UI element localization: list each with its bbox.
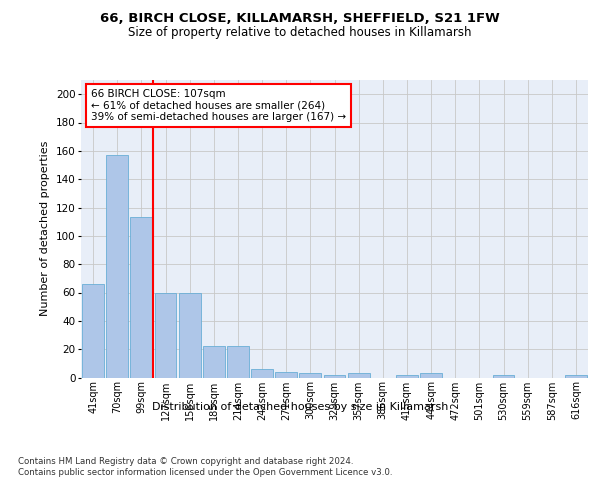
Bar: [396, 374, 418, 378]
Bar: [203, 346, 224, 378]
Bar: [348, 373, 370, 378]
Bar: [155, 292, 176, 378]
Bar: [565, 374, 587, 378]
Bar: [227, 346, 249, 378]
Bar: [299, 373, 321, 378]
Bar: [323, 374, 346, 378]
Bar: [251, 369, 273, 378]
Bar: [130, 218, 152, 378]
Text: Distribution of detached houses by size in Killamarsh: Distribution of detached houses by size …: [152, 402, 448, 412]
Text: 66 BIRCH CLOSE: 107sqm
← 61% of detached houses are smaller (264)
39% of semi-de: 66 BIRCH CLOSE: 107sqm ← 61% of detached…: [91, 89, 346, 122]
Bar: [106, 155, 128, 378]
Y-axis label: Number of detached properties: Number of detached properties: [40, 141, 50, 316]
Bar: [493, 374, 514, 378]
Bar: [179, 292, 200, 378]
Text: Contains HM Land Registry data © Crown copyright and database right 2024.
Contai: Contains HM Land Registry data © Crown c…: [18, 458, 392, 477]
Bar: [275, 372, 297, 378]
Text: Size of property relative to detached houses in Killamarsh: Size of property relative to detached ho…: [128, 26, 472, 39]
Text: 66, BIRCH CLOSE, KILLAMARSH, SHEFFIELD, S21 1FW: 66, BIRCH CLOSE, KILLAMARSH, SHEFFIELD, …: [100, 12, 500, 26]
Bar: [420, 373, 442, 378]
Bar: [82, 284, 104, 378]
